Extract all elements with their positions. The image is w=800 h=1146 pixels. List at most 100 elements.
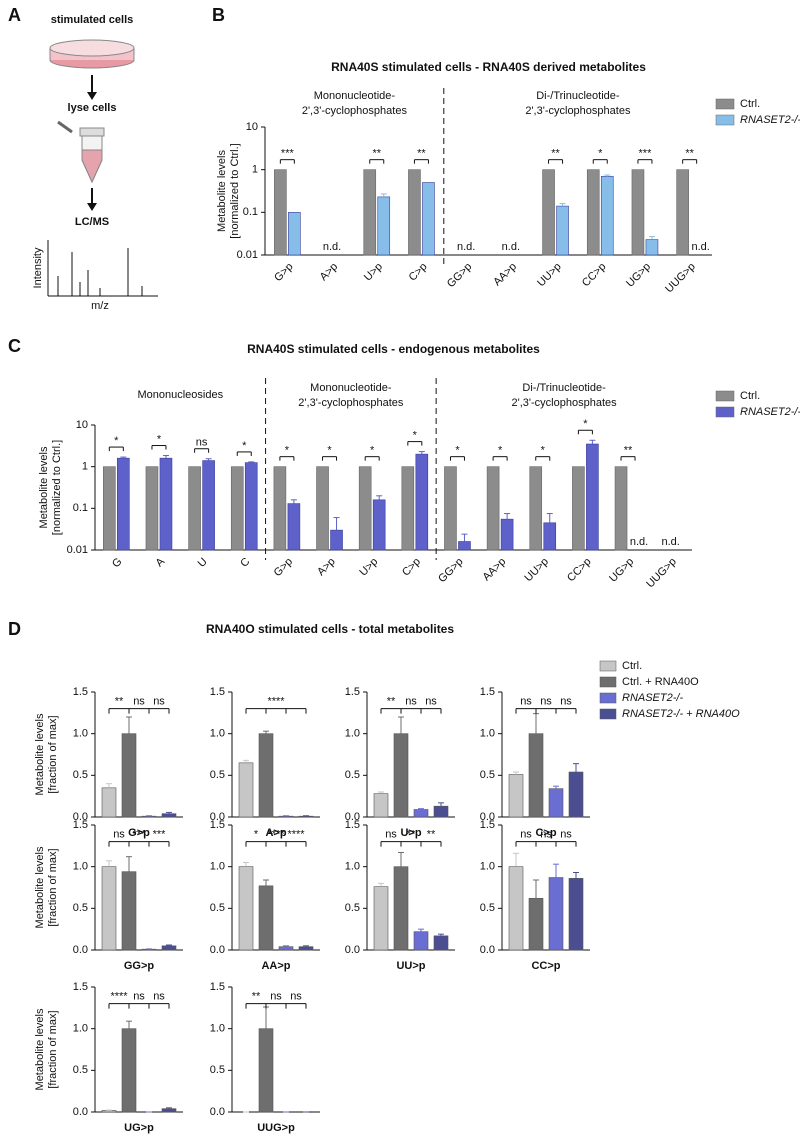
x-tick-label: A bbox=[153, 555, 167, 569]
y-tick-label: 0.0 bbox=[480, 944, 495, 956]
bar bbox=[373, 886, 389, 951]
group-label: Mononucleosides bbox=[137, 389, 223, 401]
chart-title: RNA40O stimulated cells - total metaboli… bbox=[206, 622, 454, 636]
y-tick-label: 1.0 bbox=[345, 861, 360, 873]
y-tick-label: 10 bbox=[76, 419, 88, 431]
y-tick-label: 0.1 bbox=[243, 206, 258, 218]
sig-label: ns bbox=[520, 829, 532, 841]
panel-title: U>p bbox=[400, 827, 421, 839]
y-tick-label: 0.0 bbox=[210, 811, 225, 823]
y-tick-label: 0.5 bbox=[210, 769, 225, 781]
legend-label: RNASET2-/- bbox=[622, 692, 683, 704]
bar bbox=[159, 457, 173, 551]
panel-title: C>p bbox=[535, 827, 556, 839]
bar bbox=[298, 946, 314, 951]
bar bbox=[358, 466, 372, 551]
bar bbox=[288, 212, 301, 256]
chart-title: RNA40S stimulated cells - endogenous met… bbox=[247, 342, 540, 356]
bar bbox=[238, 762, 254, 818]
bar bbox=[568, 771, 584, 818]
y-axis-label: [fraction of max] bbox=[47, 715, 59, 793]
bar bbox=[372, 499, 386, 551]
group-label: Di-/Trinucleotide- bbox=[522, 382, 606, 394]
bar bbox=[103, 466, 116, 551]
sig-label: * bbox=[327, 445, 332, 457]
y-tick-label: 0.5 bbox=[345, 769, 360, 781]
sig-label: **** bbox=[287, 829, 305, 841]
y-tick-label: 1 bbox=[252, 164, 258, 176]
bar bbox=[433, 935, 449, 951]
bar bbox=[401, 466, 415, 551]
x-tick-label: UUG>p bbox=[644, 556, 679, 591]
x-tick-label: A>p bbox=[315, 556, 338, 579]
bar bbox=[614, 466, 628, 551]
y-tick-label: 0.0 bbox=[345, 944, 360, 956]
y-tick-label: 0.0 bbox=[73, 811, 88, 823]
y-tick-label: 0.0 bbox=[210, 1106, 225, 1118]
dish bbox=[49, 39, 135, 69]
bar bbox=[444, 466, 457, 551]
panel-title: AA>p bbox=[261, 960, 290, 972]
sig-label: *** bbox=[281, 148, 295, 160]
missing-label: n.d. bbox=[323, 241, 341, 253]
legend-label: RNASET2-/- + RNA40O bbox=[622, 708, 740, 720]
y-axis-label: Metabolite levels bbox=[216, 150, 228, 232]
y-tick-label: 0.5 bbox=[210, 902, 225, 914]
panel-label: A bbox=[8, 5, 21, 25]
sig-label: ** bbox=[407, 829, 416, 841]
legend-swatch bbox=[599, 676, 617, 688]
y-tick-label: 0.5 bbox=[73, 1064, 88, 1076]
y-tick-label: 1.0 bbox=[73, 1023, 88, 1035]
panel-title: GG>p bbox=[124, 960, 155, 972]
sig-label: ** bbox=[417, 148, 426, 160]
panel-label: B bbox=[212, 5, 225, 25]
bar bbox=[202, 460, 215, 551]
panel-label: D bbox=[8, 619, 21, 639]
legend-swatch bbox=[715, 390, 735, 402]
legend-swatch bbox=[599, 708, 617, 720]
legend-label: RNASET2-/- bbox=[740, 114, 800, 126]
legend-swatch bbox=[599, 660, 617, 672]
x-tick-label: UU>p bbox=[522, 556, 551, 585]
x-tick-label: G>p bbox=[272, 556, 295, 579]
missing-label: n.d. bbox=[457, 241, 475, 253]
x-tick-label: C>p bbox=[407, 261, 430, 284]
bar bbox=[486, 466, 500, 551]
x-tick-label: G bbox=[110, 556, 125, 571]
panel-title: G>p bbox=[128, 827, 150, 839]
tube bbox=[57, 120, 105, 184]
y-axis-label: [fraction of max] bbox=[47, 1010, 59, 1088]
bar bbox=[393, 866, 409, 951]
sig-label: ns bbox=[540, 696, 552, 708]
legend-label: Ctrl. + RNA40O bbox=[622, 676, 699, 688]
panel-title: CC>p bbox=[531, 960, 560, 972]
y-tick-label: 1.0 bbox=[480, 861, 495, 873]
bar bbox=[145, 466, 159, 551]
y-tick-label: 1 bbox=[82, 461, 88, 473]
bar bbox=[586, 169, 600, 256]
bar bbox=[316, 466, 329, 551]
y-tick-label: 1.5 bbox=[345, 819, 360, 831]
sig-label: * bbox=[114, 435, 119, 447]
sig-label: ns bbox=[560, 696, 572, 708]
sig-label: ns bbox=[405, 696, 417, 708]
sig-label: ns bbox=[520, 696, 532, 708]
group-label: Di-/Trinucleotide- bbox=[536, 90, 620, 102]
x-tick-label: U>p bbox=[362, 261, 385, 284]
spectrum bbox=[47, 240, 158, 297]
sig-label: * bbox=[413, 430, 418, 442]
y-tick-label: 1.0 bbox=[345, 728, 360, 740]
x-tick-label: UU>p bbox=[535, 261, 564, 290]
y-tick-label: 1.0 bbox=[73, 861, 88, 873]
sig-label: ns bbox=[113, 829, 125, 841]
bar bbox=[408, 169, 421, 256]
y-tick-label: 0.5 bbox=[73, 902, 88, 914]
y-tick-label: 0.5 bbox=[73, 769, 88, 781]
sig-label: * bbox=[254, 829, 259, 841]
y-tick-label: 1.5 bbox=[210, 686, 225, 698]
legend-swatch bbox=[715, 114, 735, 126]
y-tick-label: 1.0 bbox=[480, 728, 495, 740]
bar bbox=[508, 774, 524, 818]
step-label: lyse cells bbox=[68, 102, 117, 114]
